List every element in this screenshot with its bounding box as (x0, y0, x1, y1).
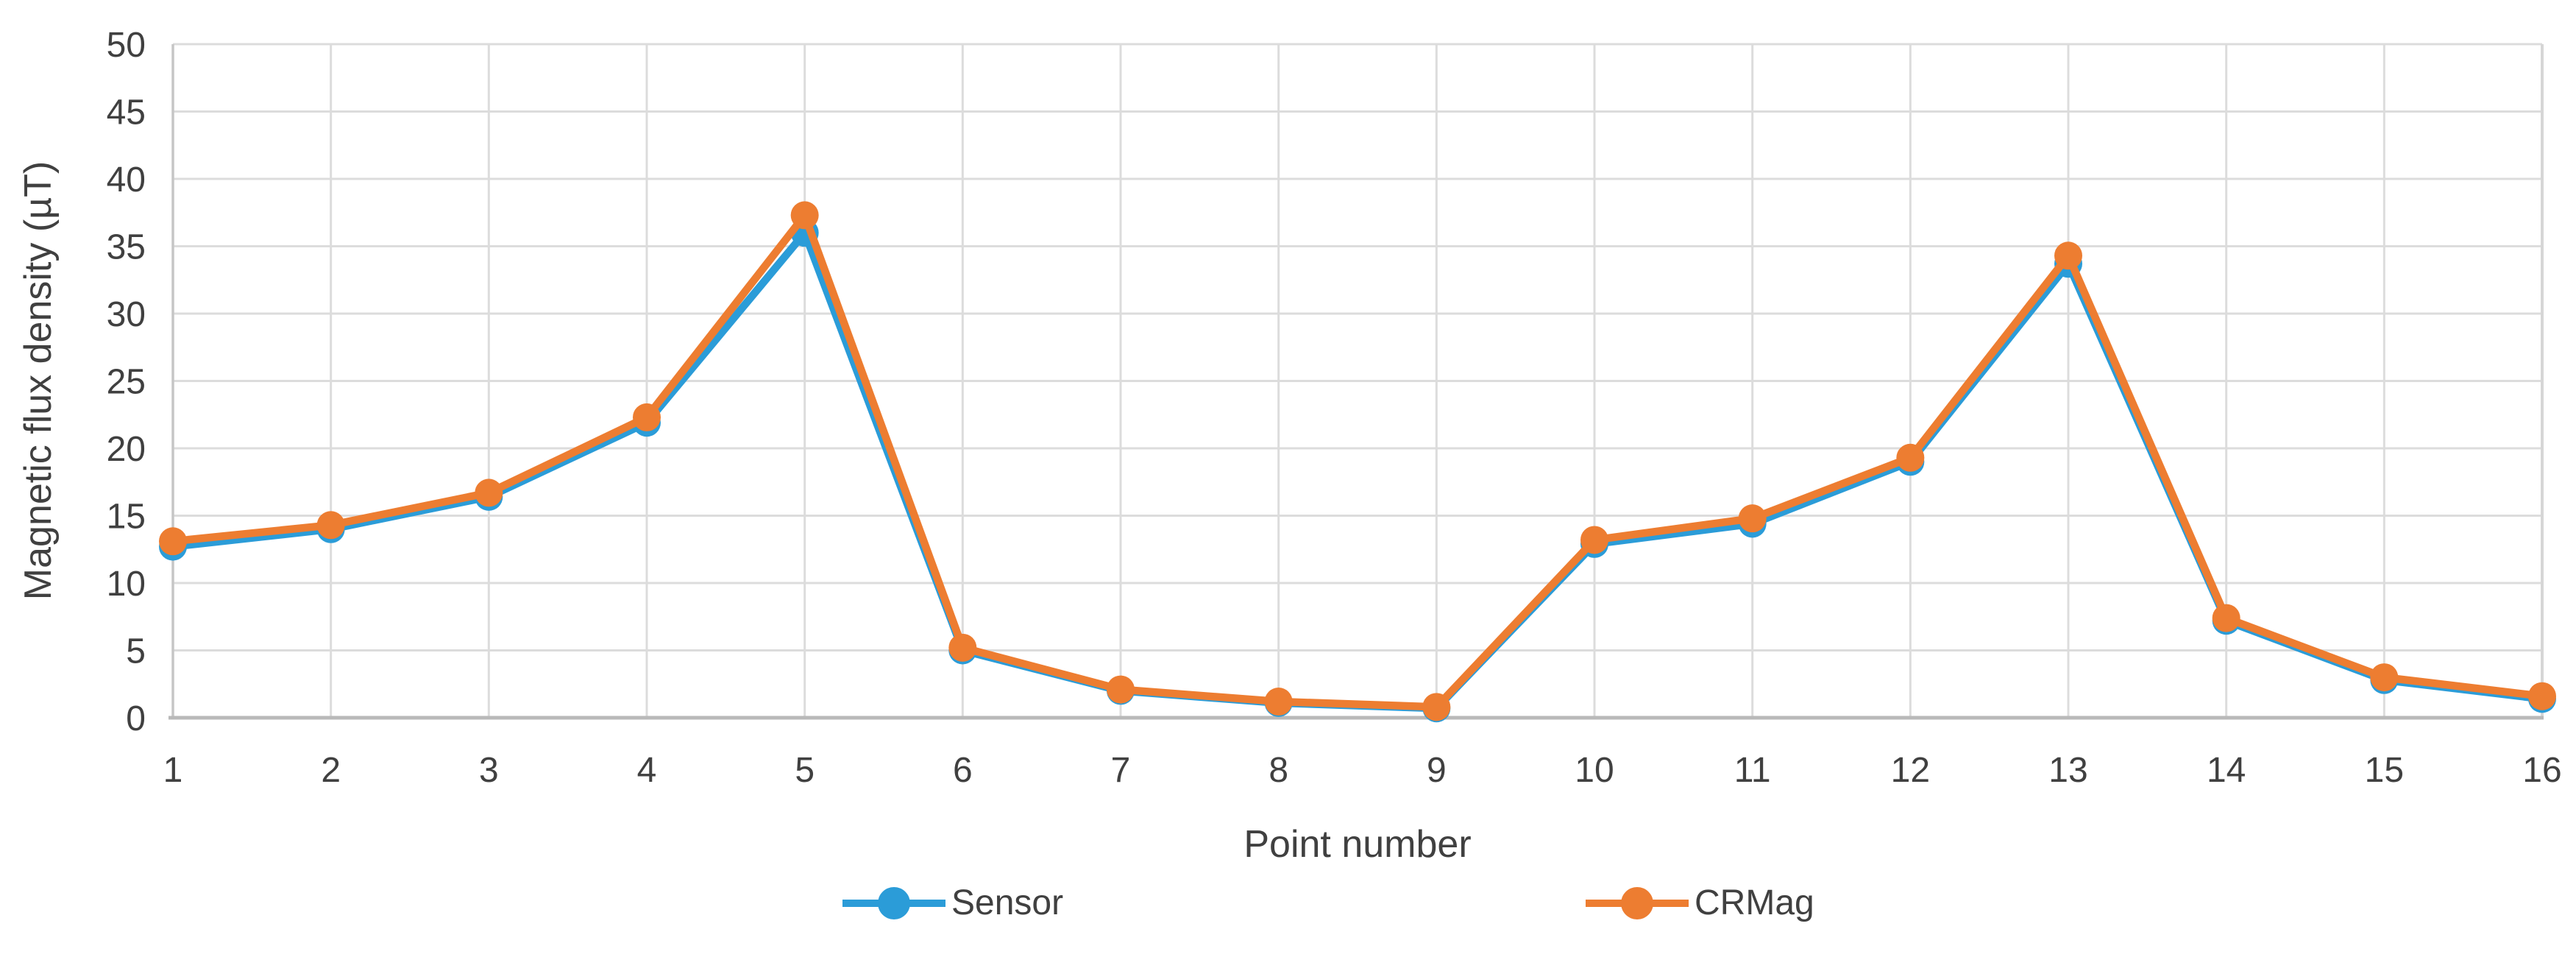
svg-text:8: 8 (1269, 751, 1288, 790)
svg-text:2: 2 (321, 751, 341, 790)
legend-item-crmag: CRMag (1586, 880, 1814, 927)
svg-text:30: 30 (107, 295, 146, 334)
svg-text:40: 40 (107, 160, 146, 199)
data-point-marker (1580, 526, 1608, 554)
svg-text:1: 1 (163, 751, 183, 790)
data-point-marker (1107, 675, 1135, 704)
legend-label-sensor: Sensor (951, 883, 1064, 922)
x-axis-title: Point number (1243, 823, 1472, 866)
svg-text:20: 20 (107, 430, 146, 469)
svg-text:15: 15 (107, 498, 146, 537)
data-point-marker (1896, 443, 1925, 472)
data-point-marker (2054, 241, 2082, 270)
legend-item-sensor: Sensor (842, 880, 1063, 927)
data-point-marker (316, 511, 345, 540)
data-point-marker (1422, 693, 1451, 721)
svg-text:9: 9 (1427, 751, 1447, 790)
svg-text:16: 16 (2522, 751, 2561, 790)
svg-text:45: 45 (107, 93, 146, 133)
svg-text:6: 6 (953, 751, 973, 790)
series-crmag (159, 201, 2556, 721)
svg-text:50: 50 (107, 26, 146, 65)
y-tick-labels: 0 5 10 15 20 25 30 35 40 45 50 (107, 26, 146, 738)
svg-text:0: 0 (126, 699, 146, 738)
x-tick-labels: 1 2 3 4 5 6 7 8 9 10 11 12 13 14 15 16 (163, 751, 2562, 790)
data-point-marker (790, 201, 819, 230)
data-point-marker (475, 478, 503, 507)
svg-text:15: 15 (2365, 751, 2404, 790)
y-axis-title: Magnetic flux density (µT) (17, 160, 60, 601)
svg-text:13: 13 (2048, 751, 2087, 790)
svg-text:12: 12 (1891, 751, 1930, 790)
data-point-marker (2212, 604, 2240, 632)
svg-text:35: 35 (107, 228, 146, 267)
data-point-marker (633, 403, 661, 431)
svg-text:11: 11 (1734, 751, 1771, 790)
data-point-marker (159, 527, 187, 556)
data-point-marker (1738, 504, 1767, 533)
legend-label-crmag: CRMag (1695, 883, 1814, 922)
svg-text:14: 14 (2207, 751, 2246, 790)
svg-text:10: 10 (107, 565, 146, 604)
data-point-marker (1264, 688, 1293, 716)
series-sensor (159, 219, 2556, 723)
svg-text:10: 10 (1575, 751, 1614, 790)
svg-text:3: 3 (479, 751, 499, 790)
data-point-marker (2528, 682, 2556, 710)
sensor-legend-marker-icon (842, 887, 945, 919)
svg-text:5: 5 (795, 751, 815, 790)
data-point-marker (2370, 663, 2399, 692)
series-line-crmag (168, 211, 2547, 711)
crmag-legend-marker-icon (1586, 887, 1689, 919)
svg-text:7: 7 (1111, 751, 1131, 790)
svg-text:4: 4 (637, 751, 657, 790)
svg-text:5: 5 (126, 632, 146, 671)
svg-text:25: 25 (107, 363, 146, 402)
data-point-marker (948, 633, 977, 662)
gridlines (173, 43, 2544, 718)
